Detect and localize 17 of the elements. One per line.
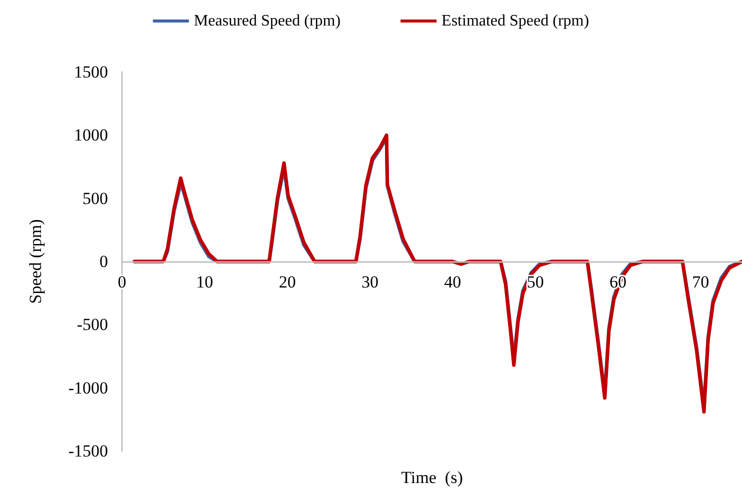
- x-tick-label: 30: [362, 272, 378, 292]
- x-axis-title: Time (s): [401, 468, 463, 487]
- y-tick-label: 500: [82, 188, 108, 208]
- x-tick-label: 0: [118, 272, 126, 292]
- x-tick-label: 40: [444, 272, 462, 292]
- legend-label: Estimated Speed (rpm): [442, 12, 590, 30]
- y-tick-label: -1500: [68, 442, 108, 460]
- y-axis-title: Speed (rpm): [26, 219, 45, 304]
- y-tick-label: 0: [100, 252, 108, 271]
- x-tick-label: 70: [692, 272, 710, 292]
- y-tick-label: 1500: [74, 62, 108, 82]
- y-tick-label: -500: [76, 315, 108, 334]
- y-tick-label: 1000: [74, 126, 108, 145]
- legend-label: Measured Speed (rpm): [194, 12, 341, 30]
- x-tick-label: 10: [196, 272, 214, 292]
- y-tick-label: -1000: [68, 378, 108, 398]
- x-tick-label: 20: [278, 272, 296, 292]
